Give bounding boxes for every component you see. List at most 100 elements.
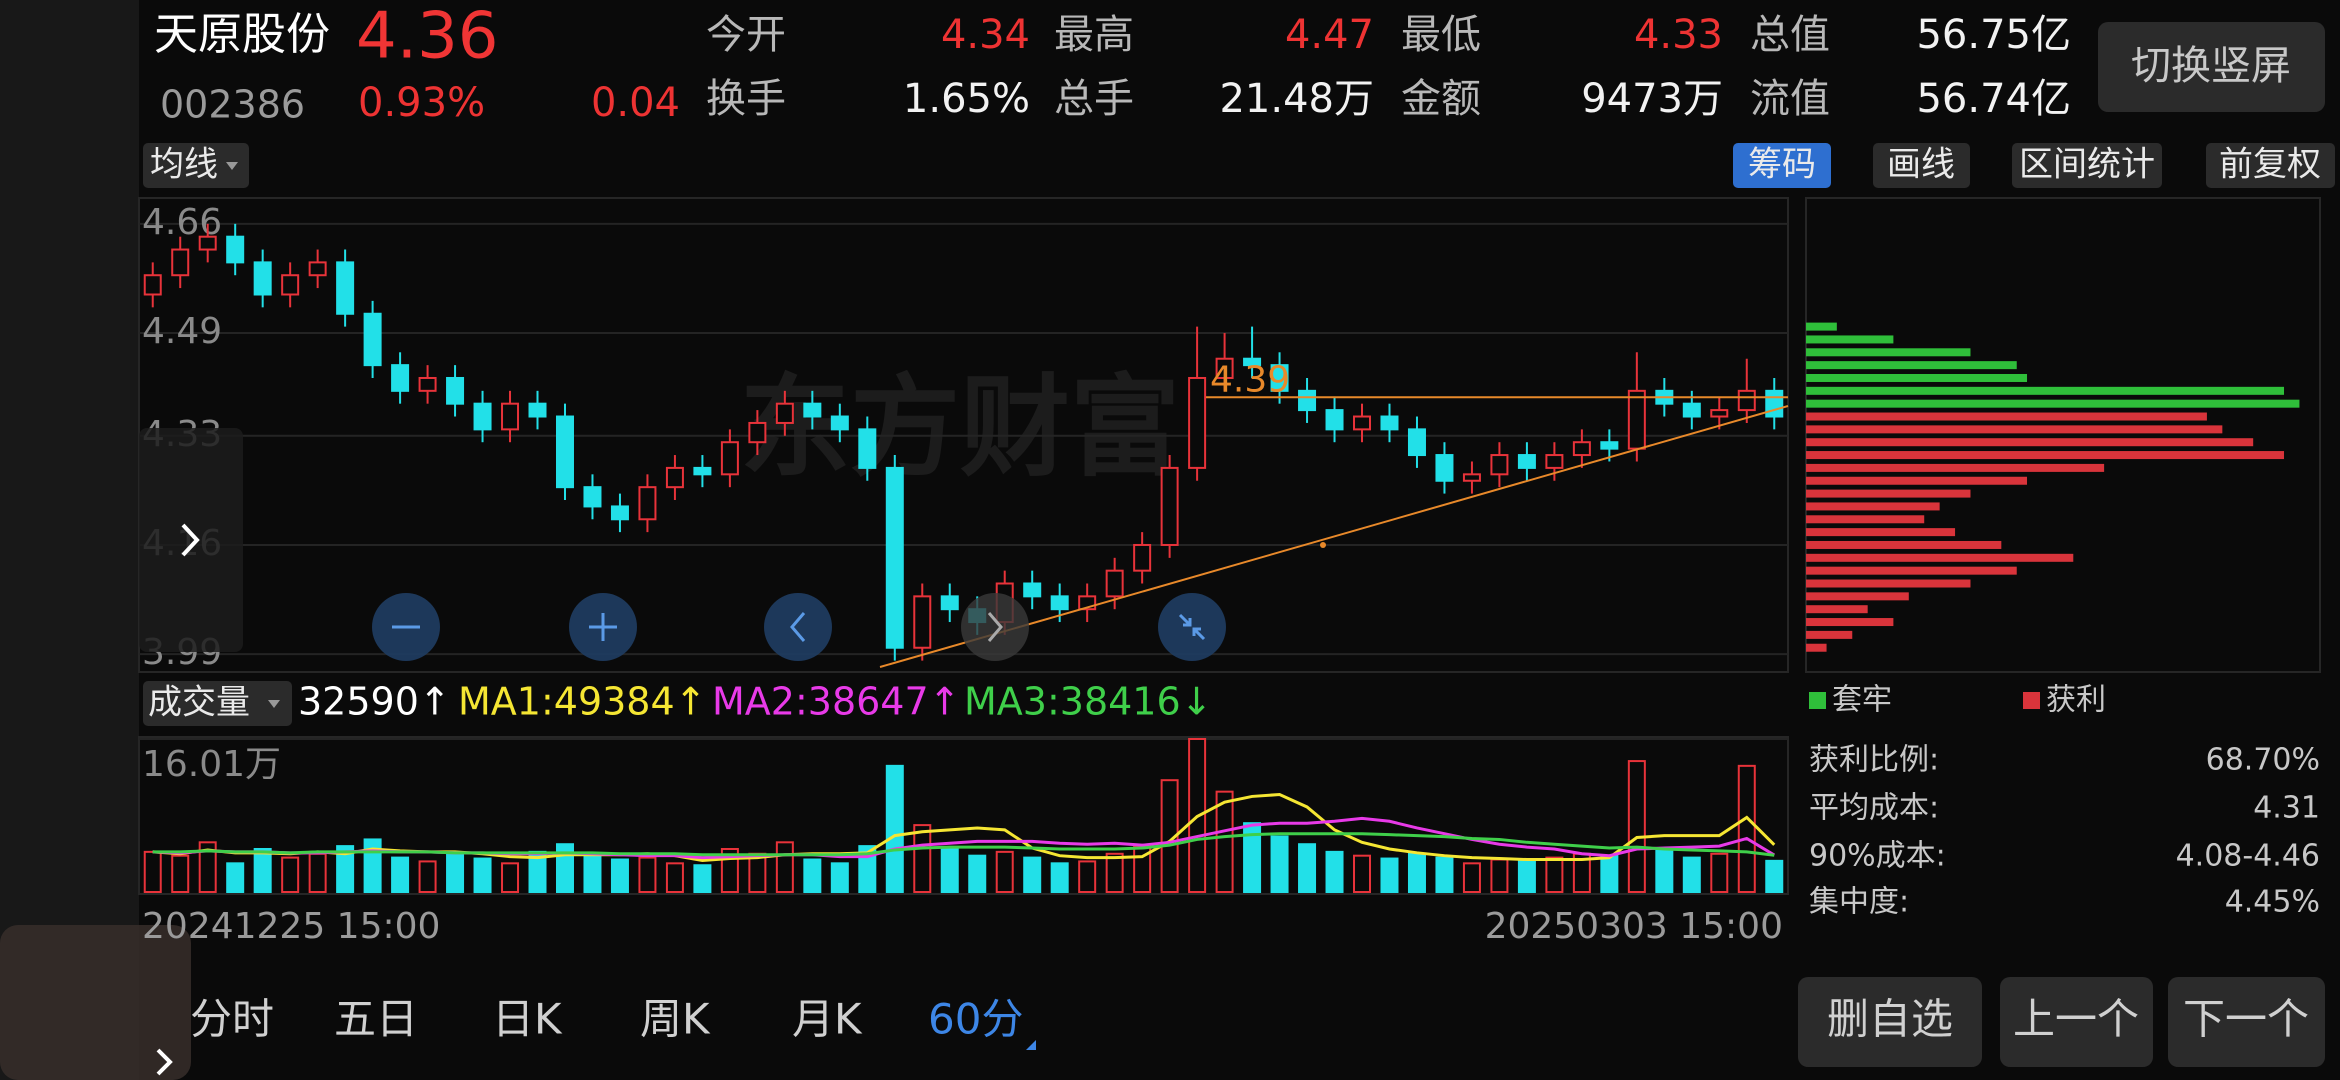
chip-bar (1806, 361, 2017, 370)
ma-button[interactable] (143, 143, 249, 188)
draw-button[interactable] (1873, 143, 1970, 188)
volume-bar (665, 862, 684, 894)
candle-body (803, 402, 822, 418)
volume-bar (1765, 859, 1784, 894)
candle-body (1023, 582, 1042, 598)
volume-bar (336, 845, 355, 893)
tab[interactable]: 五日 (334, 995, 418, 1044)
candle-body (1298, 389, 1317, 412)
candle-body (913, 595, 932, 649)
chip-bar (1806, 515, 1925, 524)
change: 0.04 (591, 80, 680, 126)
watermark: 东方财富 (740, 363, 1180, 491)
field-label: 换手 (706, 76, 786, 122)
field-label: 总手 (1054, 76, 1134, 122)
chip-bar (1806, 592, 1909, 601)
side-panel-toggle[interactable] (139, 428, 243, 652)
candle-body (336, 261, 355, 315)
candle-body (281, 274, 300, 296)
field-label: 今开 (706, 12, 786, 58)
chip-button[interactable] (1733, 143, 1831, 188)
volume-bar (995, 850, 1014, 894)
stat-label: 90%成本: (1809, 839, 1946, 874)
volume-bar (1353, 854, 1372, 893)
remove-button[interactable] (1798, 977, 1982, 1067)
side-arrow (181, 523, 200, 557)
volume-bar (1737, 764, 1756, 893)
volume-bar (1545, 856, 1564, 893)
volume-bar (501, 862, 520, 894)
next-button-label: 下一个 (2183, 995, 2309, 1044)
candle-body (638, 486, 657, 521)
candle-body (1270, 364, 1289, 392)
chip-panel (1805, 197, 2321, 673)
volume-bar (610, 858, 629, 894)
adjust-button[interactable] (2206, 143, 2335, 188)
chip-bar (1806, 528, 1956, 537)
scroll-left[interactable] (764, 593, 832, 661)
candle-body (830, 415, 849, 431)
ma-legend: MA2:38647↑ (712, 680, 960, 724)
chip-bar (1806, 322, 1837, 331)
volume-bar (473, 857, 492, 894)
tab-active[interactable]: 60分 (928, 995, 1023, 1044)
field-value: 1.65% (903, 76, 1030, 122)
chip-bar (1806, 618, 1894, 627)
candle-body (171, 248, 190, 277)
field-value: 9473万 (1581, 76, 1723, 122)
ma-legend: MA1:49384↑ (458, 680, 706, 724)
thumbnail-arrow (156, 1048, 173, 1076)
candle-body (1517, 454, 1536, 469)
volume-bar (446, 852, 465, 893)
ma-line (152, 832, 1775, 857)
tab[interactable]: 月K (792, 995, 863, 1044)
chip-bar (1806, 502, 1940, 511)
volume-bar (1023, 856, 1042, 893)
legend-label: 获利 (2046, 683, 2106, 718)
stat-label: 获利比例: (1809, 743, 1939, 778)
volume-bar (1517, 860, 1536, 894)
chip-bar (1806, 566, 2017, 575)
indicator-button[interactable] (143, 681, 292, 726)
field-value: 4.47 (1285, 12, 1374, 58)
candle-body (1435, 454, 1454, 482)
tab[interactable]: 周K (640, 995, 711, 1044)
trend-point (1320, 542, 1326, 548)
reset-zoom[interactable] (1158, 593, 1226, 661)
volume-bar (1325, 850, 1344, 894)
chip-bar (1806, 425, 2223, 434)
tab[interactable]: 日K (492, 995, 563, 1044)
field-label: 最低 (1401, 12, 1481, 58)
volume-bar (308, 852, 327, 893)
range-button[interactable] (2012, 143, 2162, 188)
volume-panel (138, 736, 1789, 895)
candle-body (418, 376, 437, 392)
candle-body (583, 486, 602, 508)
candle-body (665, 466, 684, 489)
volume-bar (1050, 862, 1069, 894)
stat-value: 4.08-4.46 (2176, 839, 2320, 874)
tab-corner (1026, 1040, 1036, 1050)
candle-body (1243, 357, 1262, 367)
draw-button-label: 画线 (1887, 145, 1955, 185)
candle-body (940, 595, 959, 611)
chip-bar (1806, 386, 2285, 395)
prev-button[interactable] (2000, 977, 2153, 1067)
volume-bar (1243, 822, 1262, 893)
chip-bar (1806, 643, 1827, 652)
candle-body (198, 235, 217, 251)
field-value: 56.75亿 (1916, 12, 2071, 58)
tab[interactable]: 分时 (190, 995, 274, 1044)
orientation-button[interactable] (2098, 22, 2325, 112)
right-icon (987, 612, 1003, 642)
volume-bar (1627, 760, 1646, 893)
stat-value: 68.70% (2206, 743, 2320, 778)
volume-bar (1600, 854, 1619, 893)
candle-body (1380, 415, 1399, 431)
scroll-right[interactable] (961, 593, 1029, 661)
volume-bar (830, 862, 849, 894)
next-button[interactable] (2168, 977, 2325, 1067)
candle-body (748, 421, 767, 444)
legend-swatch (1809, 692, 1826, 709)
